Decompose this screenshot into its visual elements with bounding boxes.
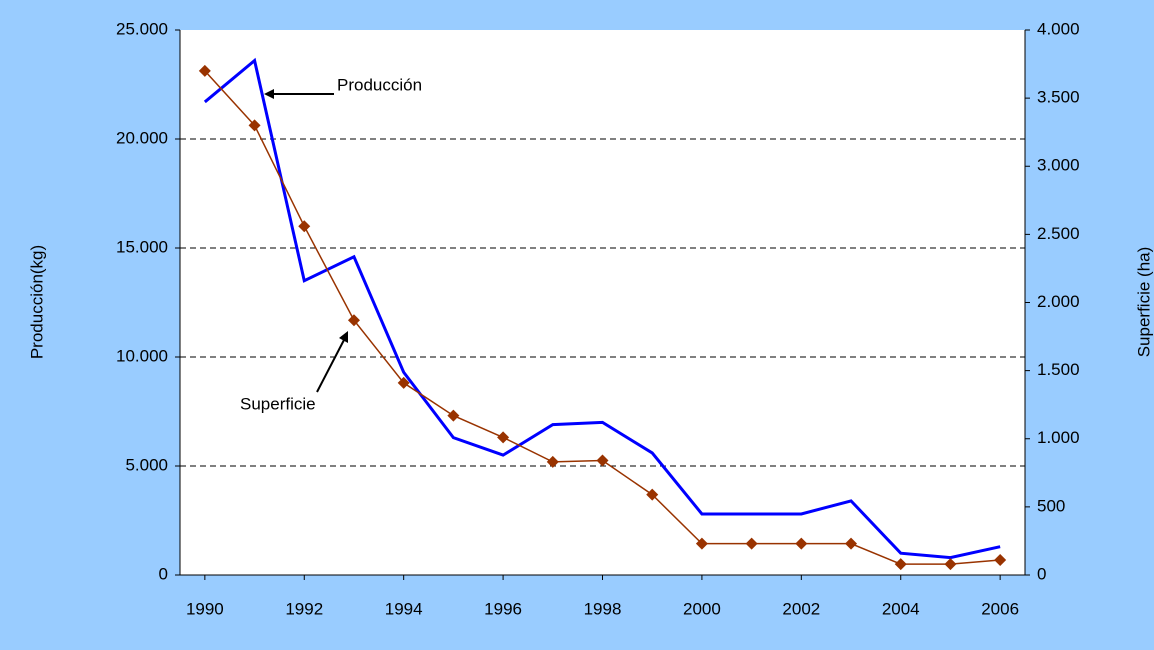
marker <box>298 220 311 233</box>
y2-tick-label: 1.000 <box>1037 428 1080 447</box>
plot-area <box>180 30 1025 575</box>
x-tick-label: 1994 <box>385 599 423 618</box>
marker <box>347 314 360 327</box>
y-tick-label: 15.000 <box>116 237 168 256</box>
y-tick-label: 20.000 <box>116 128 168 147</box>
marker <box>745 537 758 550</box>
annotation-arrowhead <box>264 89 274 99</box>
marker <box>994 554 1007 567</box>
x-tick-label: 1990 <box>186 599 224 618</box>
y-axis-title: Producción(kg) <box>27 245 46 359</box>
x-tick-label: 2002 <box>782 599 820 618</box>
annotation-arrowhead <box>339 331 348 343</box>
y2-tick-label: 4.000 <box>1037 19 1080 38</box>
marker <box>845 537 858 550</box>
marker <box>397 376 410 389</box>
y2-tick-label: 500 <box>1037 496 1065 515</box>
y2-tick-label: 1.500 <box>1037 360 1080 379</box>
annotation-arrow <box>316 337 346 393</box>
marker <box>795 537 808 550</box>
y2-tick-label: 0 <box>1037 564 1046 583</box>
y2-tick-label: 2.000 <box>1037 292 1080 311</box>
marker <box>894 558 907 571</box>
x-tick-label: 2006 <box>981 599 1019 618</box>
y2-tick-label: 3.500 <box>1037 88 1080 107</box>
annotation: Superficie <box>240 394 316 413</box>
y2-tick-label: 2.500 <box>1037 224 1080 243</box>
marker <box>944 558 957 571</box>
marker <box>646 488 659 501</box>
marker <box>497 431 510 444</box>
series-line <box>203 57 1001 560</box>
y2-tick-label: 3.000 <box>1037 156 1080 175</box>
marker <box>546 455 559 468</box>
y-tick-label: 0 <box>159 564 168 583</box>
y-tick-label: 5.000 <box>125 455 168 474</box>
y-tick-label: 10.000 <box>116 346 168 365</box>
marker <box>447 409 460 422</box>
x-tick-label: 1992 <box>285 599 323 618</box>
x-tick-label: 2004 <box>882 599 920 618</box>
x-tick-label: 1998 <box>584 599 622 618</box>
x-tick-label: 2000 <box>683 599 721 618</box>
x-tick-label: 1996 <box>484 599 522 618</box>
marker <box>198 64 211 77</box>
marker <box>596 454 609 467</box>
marker <box>248 119 261 132</box>
y2-axis-title: Superficie (ha) <box>1134 247 1153 358</box>
y-tick-label: 25.000 <box>116 19 168 38</box>
marker <box>695 537 708 550</box>
annotation: Producción <box>337 75 422 94</box>
